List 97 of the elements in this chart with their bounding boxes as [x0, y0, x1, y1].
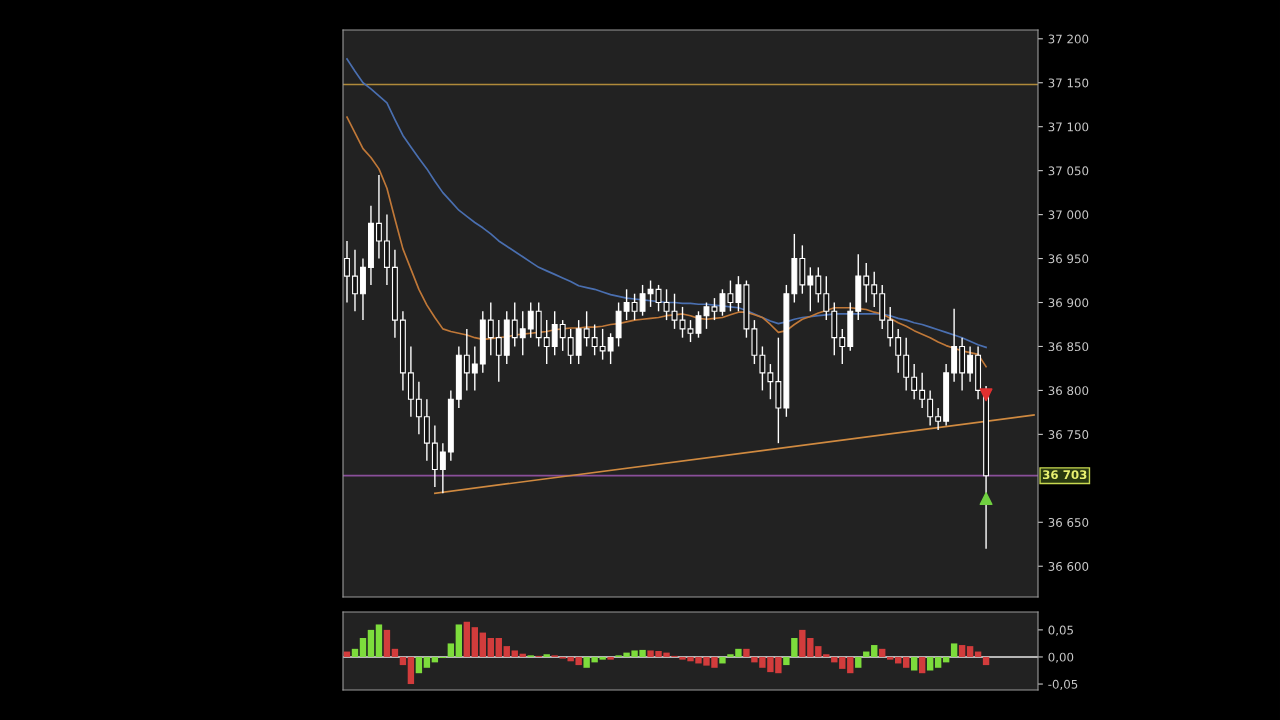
bar — [463, 621, 471, 657]
bar — [447, 643, 455, 657]
candlestick — [623, 288, 630, 321]
candlestick — [567, 328, 574, 365]
bar — [487, 638, 494, 657]
y-tick-label: 36 850 — [1048, 342, 1089, 352]
candlestick — [903, 336, 910, 392]
candlestick — [551, 310, 558, 356]
y-tick-label: -0,05 — [1048, 679, 1078, 690]
candlestick — [895, 328, 902, 374]
bar — [719, 656, 726, 664]
bar — [966, 646, 974, 657]
bar — [839, 656, 846, 669]
bar — [791, 638, 798, 657]
bar — [934, 656, 942, 668]
candlestick — [887, 306, 894, 348]
y-tick-label: 37 050 — [1048, 166, 1089, 176]
candlestick — [927, 389, 934, 427]
y-tick-label: 0,05 — [1048, 625, 1073, 636]
bar — [479, 632, 486, 657]
bar — [950, 643, 958, 657]
bar — [607, 656, 614, 660]
bar — [982, 656, 990, 666]
candlestick — [863, 262, 870, 304]
candlestick — [487, 301, 494, 356]
candlestick — [439, 442, 446, 494]
bar — [455, 624, 463, 657]
candlestick — [815, 266, 822, 304]
y-tick-label: 36 900 — [1048, 298, 1089, 308]
bar — [503, 646, 510, 657]
candlestick — [807, 266, 814, 312]
y-tick-label: 36 650 — [1048, 518, 1089, 527]
candlestick — [519, 310, 526, 356]
bar — [351, 648, 359, 657]
candlestick — [735, 275, 742, 312]
bar — [359, 638, 367, 657]
candlestick — [839, 328, 846, 365]
y-tick-label: 37 100 — [1048, 122, 1089, 132]
bar — [367, 629, 375, 657]
candlestick — [344, 240, 350, 304]
candlestick — [823, 275, 830, 321]
candlestick — [583, 310, 590, 348]
bar — [958, 645, 966, 657]
bar — [375, 624, 383, 657]
candlestick — [352, 249, 358, 312]
bar — [423, 656, 431, 668]
bar — [871, 645, 878, 657]
y-tick-label: 37 150 — [1048, 78, 1089, 88]
candlestick — [511, 301, 518, 348]
bar — [743, 648, 750, 657]
candlestick — [527, 301, 534, 339]
y-tick-label: 36 600 — [1048, 561, 1089, 571]
bar — [543, 654, 550, 657]
bar — [847, 656, 854, 674]
y-tick-label: 0,00 — [1048, 652, 1074, 663]
bar — [415, 656, 423, 674]
bar — [407, 656, 415, 685]
candlestick — [471, 345, 478, 392]
candlestick — [639, 284, 646, 317]
bar — [887, 656, 894, 660]
bar — [910, 656, 918, 671]
y-tick-label: 37 000 — [1048, 210, 1089, 220]
y-tick-label: 36 800 — [1048, 386, 1089, 396]
candlestick — [543, 319, 550, 365]
bar — [902, 656, 910, 668]
candlestick — [599, 328, 606, 361]
bar — [391, 648, 399, 657]
candlestick — [591, 323, 598, 356]
bar — [926, 656, 934, 671]
y-tick-label: 37 200 — [1048, 34, 1089, 44]
candlestick — [495, 319, 502, 383]
candlestick — [935, 407, 942, 431]
y-tick-label: 36 950 — [1048, 254, 1089, 264]
candlestick — [759, 345, 766, 392]
bar — [495, 638, 502, 657]
y-tick-label: 36 750 — [1048, 430, 1089, 440]
candlestick — [631, 293, 638, 321]
bar — [399, 656, 407, 666]
candlestick — [767, 363, 774, 400]
bar — [879, 648, 886, 657]
candlestick — [607, 332, 614, 365]
bar — [783, 656, 790, 666]
ref-line-label: 36 703 — [1042, 470, 1087, 480]
bar — [471, 627, 479, 657]
candlestick — [911, 363, 918, 400]
bar — [918, 656, 926, 674]
candlestick — [463, 328, 470, 392]
candlestick — [967, 345, 974, 383]
bar — [511, 650, 518, 657]
candlestick — [919, 372, 926, 409]
candlestick — [375, 174, 382, 260]
bar — [383, 629, 391, 657]
candlestick — [415, 380, 422, 436]
line-series — [346, 58, 987, 349]
candlestick — [559, 319, 566, 352]
bar — [855, 656, 862, 668]
candlestick — [871, 271, 878, 308]
